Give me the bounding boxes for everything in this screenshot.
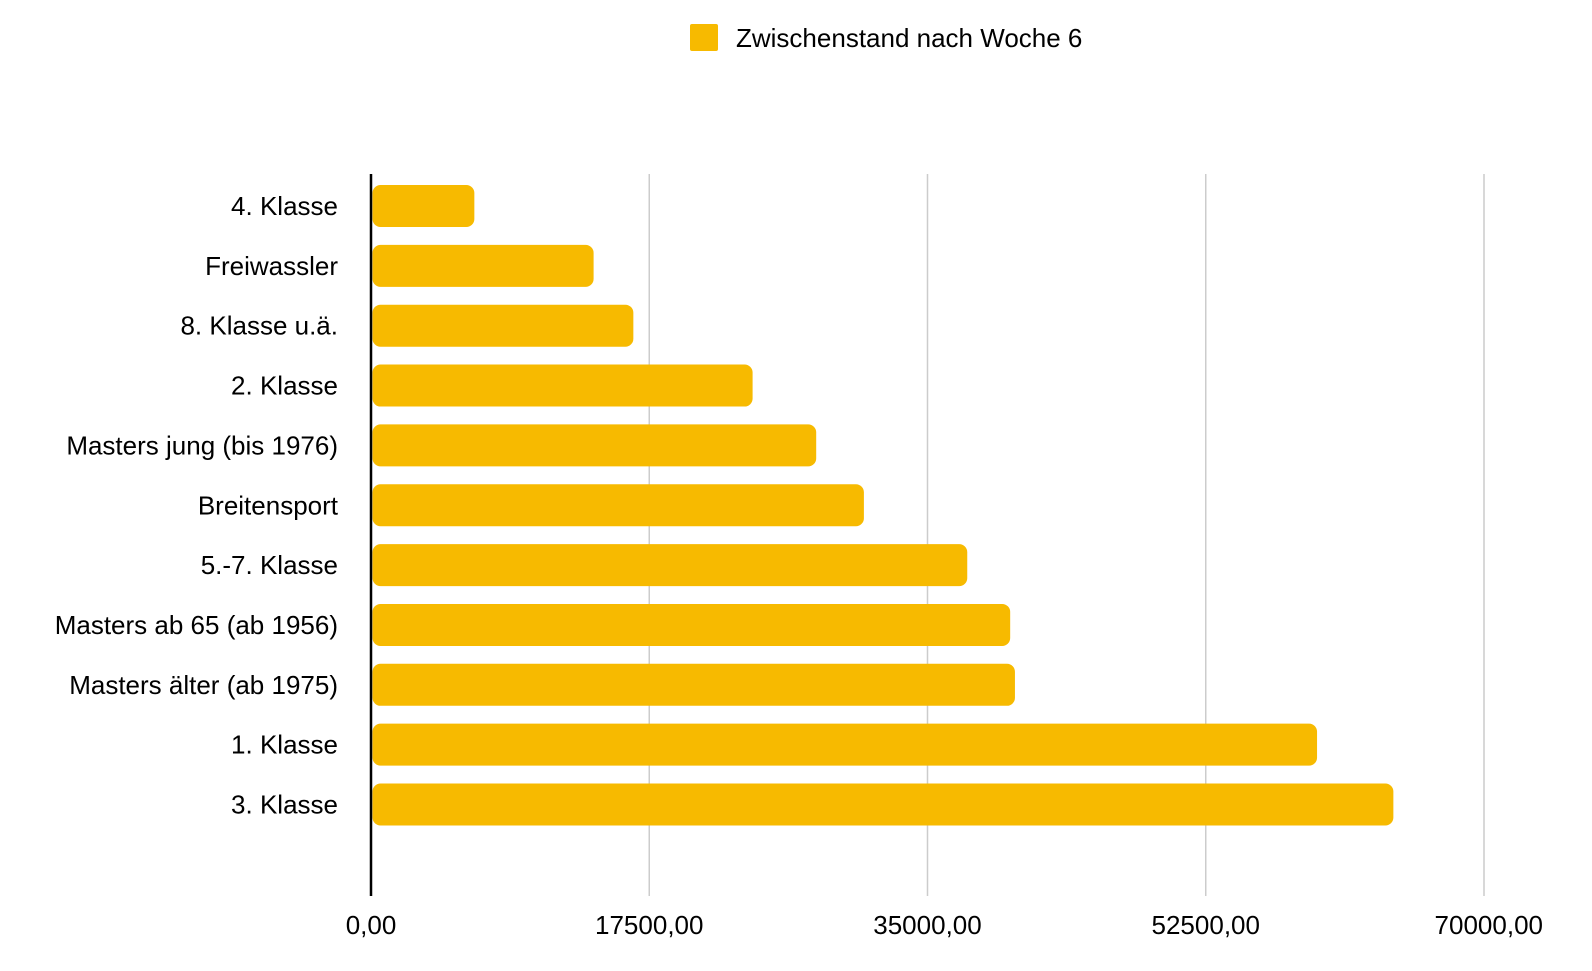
x-tick-label: 35000,00 <box>873 910 981 940</box>
bar <box>372 723 1318 766</box>
bar <box>372 244 594 287</box>
category-labels: 4. Klasse Freiwassler 8. Klasse u.ä. 2. Kla… <box>55 191 339 820</box>
legend-label: Zwischenstand nach Woche 6 <box>736 23 1082 53</box>
category-label: 3. Klasse <box>231 790 338 820</box>
legend-swatch <box>690 24 718 51</box>
bars <box>372 185 1394 826</box>
x-tick-label: 52500,00 <box>1152 910 1260 940</box>
category-label: Masters jung (bis 1976) <box>66 430 338 460</box>
category-label: 1. Klasse <box>231 730 338 760</box>
bar <box>372 424 817 467</box>
bar <box>372 304 634 347</box>
x-tick-labels: 0,00 17500,00 35000,00 52500,00 70000,00 <box>346 910 1543 940</box>
bar <box>372 484 864 527</box>
bar <box>372 783 1394 826</box>
category-label: 2. Klasse <box>231 371 338 401</box>
bar <box>372 364 753 407</box>
category-label: Masters ab 65 (ab 1956) <box>55 610 338 640</box>
category-label: 8. Klasse u.ä. <box>180 311 338 341</box>
category-label: Masters älter (ab 1975) <box>69 670 338 700</box>
x-tick-label: 0,00 <box>346 910 397 940</box>
x-tick-label: 70000,00 <box>1435 910 1543 940</box>
category-label: Breitensport <box>198 490 339 520</box>
bar <box>372 603 1011 646</box>
bar <box>372 663 1015 706</box>
bar <box>372 185 475 227</box>
x-tick-label: 17500,00 <box>595 910 703 940</box>
category-label: 5.-7. Klasse <box>201 550 338 580</box>
category-label: Freiwassler <box>205 251 338 281</box>
bar <box>372 544 968 587</box>
grid-lines <box>648 174 1485 896</box>
legend: Zwischenstand nach Woche 6 <box>690 23 1082 53</box>
category-label: 4. Klasse <box>231 191 338 221</box>
